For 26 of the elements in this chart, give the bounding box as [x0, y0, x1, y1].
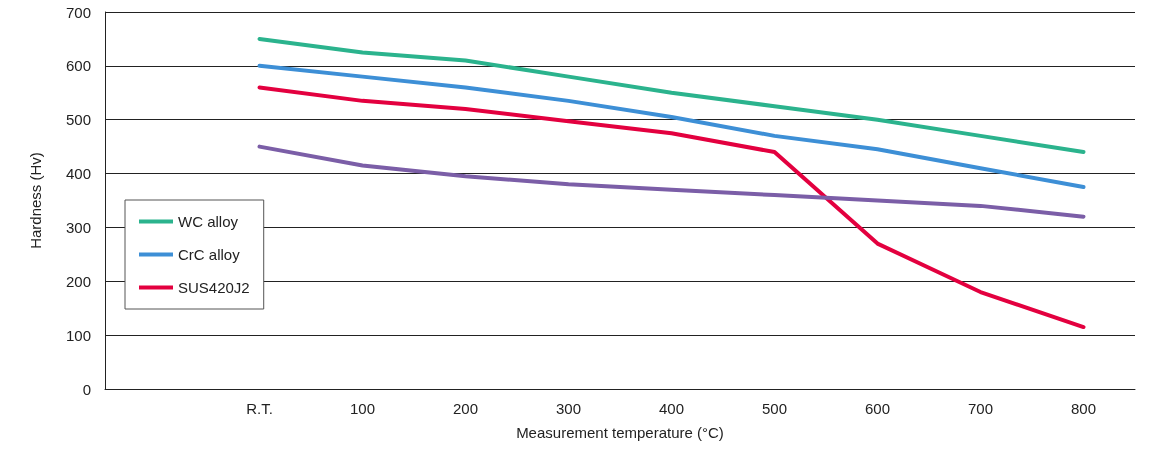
line-series — [257, 144, 1086, 219]
y-tick-label: 200 — [65, 272, 91, 290]
legend-label: CrC alloy — [178, 246, 241, 263]
y-tick-label: 600 — [65, 57, 91, 75]
y-tick-label: 300 — [65, 218, 91, 236]
legend-label: SUS420J2 — [178, 279, 250, 296]
x-tick-label: R.T. — [246, 400, 273, 417]
y-tick-label: 100 — [65, 326, 91, 344]
x-tick-label: 300 — [555, 400, 582, 417]
x-tick-label: 700 — [967, 400, 994, 417]
x-tick-label: 100 — [349, 400, 376, 417]
x-tick-label: 500 — [761, 400, 788, 417]
y-tick-label: 0 — [82, 380, 91, 398]
line-series — [257, 63, 1086, 190]
line-series — [257, 85, 1086, 330]
x-axis-title: Measurement temperature (°C) — [516, 424, 724, 441]
x-tick-label: 600 — [864, 400, 891, 417]
y-tick-label: 500 — [65, 111, 91, 129]
legend-label: WC alloy — [178, 213, 239, 230]
line-series — [257, 36, 1086, 155]
y-axis-title: Hardness (Hv) — [27, 152, 44, 249]
x-tick-label: 400 — [658, 400, 685, 417]
x-tick-label: 200 — [452, 400, 479, 417]
y-tick-label: 700 — [65, 3, 91, 21]
x-tick-label: 800 — [1070, 400, 1097, 417]
y-tick-label: 400 — [65, 165, 91, 183]
